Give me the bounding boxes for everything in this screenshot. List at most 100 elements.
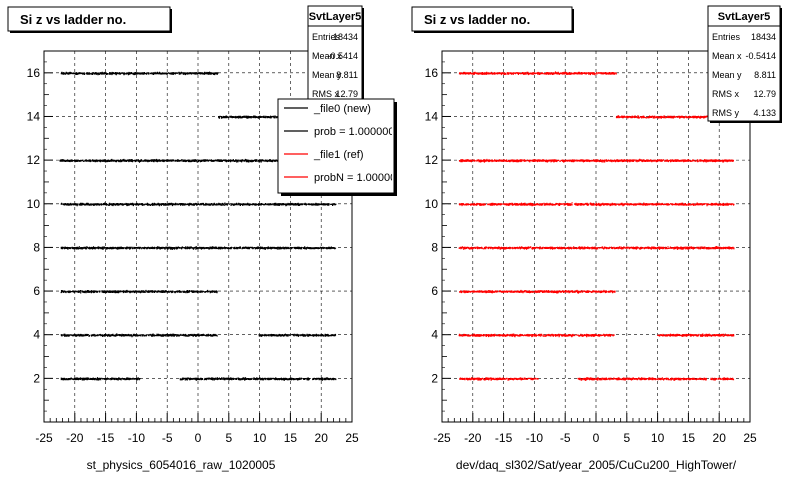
scatter-points: [498, 289, 616, 294]
y-tick-label: 8: [431, 240, 438, 254]
x-tick-label: -20: [464, 431, 482, 445]
scatter-band-y8: [458, 246, 735, 250]
scatter-band-y6: [459, 289, 616, 294]
legend: _file0 (new) prob = 1.000000 _file1 (ref) p…: [277, 98, 402, 196]
x-axis-label: dev/daq_sl302/Sat/year_2005/CuCu200_High…: [456, 458, 737, 472]
scatter-points: [60, 246, 337, 250]
scatter-series: [458, 71, 735, 381]
scatter-points: [60, 71, 219, 76]
y-tick-label: 16: [27, 66, 41, 80]
x-tick-label: 20: [713, 431, 727, 445]
stats-label: Entries: [312, 32, 341, 42]
stats-name: SvtLayer5: [309, 11, 362, 23]
x-tick-label: -20: [66, 431, 84, 445]
stats-value: 18434: [751, 32, 776, 42]
x-tick-label: 25: [743, 431, 757, 445]
stats-box: [707, 5, 781, 122]
legend-label: _file1 (ref): [313, 149, 364, 161]
stats-label: RMS x: [712, 89, 740, 99]
legend-label: prob = 1.000000: [314, 126, 394, 138]
y-tick-label: 8: [33, 240, 40, 254]
scatter-points: [60, 333, 218, 338]
stats-label: Mean y: [712, 70, 742, 80]
scatter-points: [59, 158, 337, 163]
stats-value: -0.5414: [327, 51, 358, 61]
scatter-series: [59, 71, 337, 381]
scatter-points: [710, 377, 735, 381]
x-tick-label: -5: [560, 431, 571, 445]
legend-label: probN = 1.000000: [314, 172, 402, 184]
scatter-points: [458, 246, 735, 250]
stats-value: 8.811: [336, 70, 358, 80]
y-tick-label: 14: [27, 109, 41, 123]
x-tick-label: 25: [345, 431, 359, 445]
x-tick-label: -15: [495, 431, 513, 445]
y-tick-label: 6: [33, 284, 40, 298]
scatter-points: [60, 202, 337, 207]
y-tick-label: 10: [27, 197, 41, 211]
x-tick-label: -5: [162, 431, 173, 445]
legend-entries: _file0 (new) prob = 1.000000 _file1 (ref) p…: [284, 103, 402, 184]
title-box: [411, 6, 573, 32]
scatter-band-y10: [60, 202, 337, 207]
scatter-band-y4: [60, 333, 337, 338]
scatter-points: [458, 333, 615, 338]
scatter-points: [657, 333, 735, 337]
scatter-band-y8: [60, 246, 337, 250]
x-tick-label: -25: [433, 431, 451, 445]
scatter-band-y2: [60, 377, 337, 381]
scatter-points: [458, 158, 734, 163]
scatter-band-y4: [458, 333, 735, 338]
x-tick-label: 15: [284, 431, 298, 445]
plot-frame-border: [441, 50, 751, 423]
stats-value: 4.133: [753, 108, 776, 118]
x-tick-label: 5: [225, 431, 232, 445]
y-tick-label: 14: [425, 109, 439, 123]
scatter-points: [101, 289, 218, 294]
scatter-band-y6: [60, 289, 218, 294]
scatter-band-y16: [60, 71, 219, 76]
scatter-band-y12: [458, 158, 734, 163]
scatter-points: [458, 202, 735, 207]
x-tick-label: -10: [128, 431, 146, 445]
scatter-points: [258, 333, 337, 337]
x-tick-label: -15: [97, 431, 115, 445]
title-box: [7, 6, 171, 32]
scatter-points: [458, 71, 617, 76]
scatter-points: [615, 115, 733, 119]
stats-value: -0.5414: [745, 51, 776, 61]
scatter-points: [459, 377, 539, 381]
x-tick-label: 10: [651, 431, 665, 445]
stats-label: Mean y: [312, 70, 342, 80]
chart-panel-1: -25 -20 -15 -10 -5 0 5 10 15 20 25 2 4 6 8 10 12 14 16 st_p…: [7, 5, 402, 472]
x-tick-label: 10: [253, 431, 267, 445]
scatter-points: [459, 290, 499, 294]
scatter-points: [60, 377, 141, 381]
x-axis-label: st_physics_6054016_raw_1020005: [87, 458, 276, 472]
y-tick-label: 12: [27, 153, 41, 167]
y-tick-label: 2: [431, 371, 438, 385]
y-tick-label: 2: [33, 371, 40, 385]
stats-value: 8.811: [754, 70, 776, 80]
y-tick-label: 10: [425, 197, 439, 211]
y-tick-label: 6: [431, 284, 438, 298]
scatter-points: [179, 377, 310, 381]
scatter-points: [312, 377, 337, 381]
stats-value: 18434: [333, 32, 358, 42]
stats-label: Entries: [712, 32, 741, 42]
x-tick-label: 0: [593, 431, 600, 445]
x-tick-label: 20: [315, 431, 329, 445]
scatter-band-y16: [458, 71, 617, 76]
x-tick-label: 0: [195, 431, 202, 445]
scatter-points: [60, 290, 101, 294]
stats-label: RMS x: [312, 89, 340, 99]
scatter-band-y12: [59, 158, 337, 163]
y-tick-label: 16: [425, 66, 439, 80]
scatter-band-y2: [459, 377, 735, 381]
x-tick-label: 5: [623, 431, 630, 445]
stats-label: Mean x: [712, 51, 742, 61]
scatter-points: [577, 377, 707, 381]
y-tick-label: 12: [425, 153, 439, 167]
x-tick-label: -10: [526, 431, 544, 445]
